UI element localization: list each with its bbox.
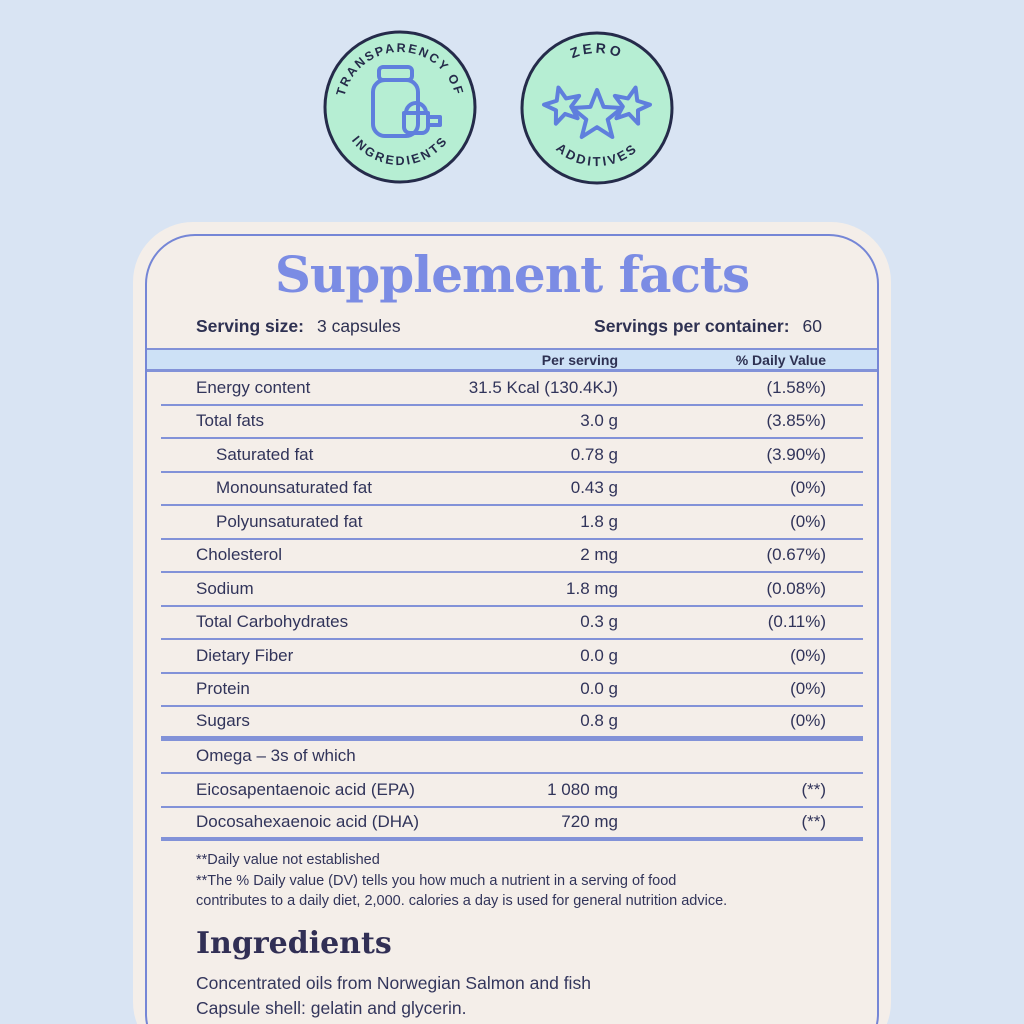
badge-zero-additives: ZERO ADDITIVES: [519, 30, 675, 186]
table-row-cholesterol: Cholesterol 2 mg (0.67%): [161, 540, 863, 573]
row-dv: (0%): [790, 645, 826, 665]
row-dv: (0%): [790, 511, 826, 531]
row-label: Omega – 3s of which: [196, 746, 356, 766]
row-amount: 0.0 g: [580, 679, 618, 699]
servings-per-container: Servings per container: 60: [594, 316, 822, 337]
row-amount: 720 mg: [561, 812, 618, 832]
row-dv: (0%): [790, 679, 826, 699]
row-amount: 0.43 g: [570, 478, 618, 498]
row-dv: (**): [801, 779, 826, 799]
header-daily-value: % Daily Value: [735, 351, 826, 368]
serving-size-label: Serving size:: [196, 315, 304, 336]
row-amount: 1.8 g: [580, 511, 618, 531]
supplement-jar-scoop-icon: [371, 65, 442, 138]
table-row-total-fats: Total fats 3.0 g (3.85%): [161, 406, 863, 439]
row-amount: 31.5 Kcal (130.4KJ): [468, 377, 618, 397]
row-label: Total Carbohydrates: [196, 612, 349, 632]
row-dv: (1.58%): [766, 377, 826, 397]
row-amount: 1.8 mg: [566, 578, 618, 598]
footnote-line: **The % Daily value (DV) tells you how m…: [196, 872, 677, 889]
ingredients-line: Concentrated oils from Norwegian Salmon …: [196, 972, 591, 993]
footnote-line: **Daily value not established: [196, 852, 380, 868]
row-label: Saturated fat: [216, 444, 314, 464]
table-row-sugars: Sugars 0.8 g (0%): [161, 707, 863, 741]
badge-transparency-svg: TRANSPARENCY OF INGREDIENTS: [323, 30, 477, 184]
table-row-polyunsaturated-fat: Polyunsaturated fat 1.8 g (0%): [161, 506, 863, 540]
supplement-facts-card: Supplement facts Serving size: 3 capsules…: [133, 222, 891, 1024]
row-dv: (0.08%): [766, 578, 826, 598]
row-dv: (0%): [790, 711, 826, 731]
row-amount: 0.8 g: [580, 711, 618, 731]
row-label: Total fats: [196, 411, 265, 431]
serving-size-value: 3 capsules: [316, 315, 401, 336]
badge-circle: [520, 31, 674, 185]
table-row-monounsaturated-fat: Monounsaturated fat 0.43 g (0%): [161, 473, 863, 506]
table-row-epa: Eicosapentaenoic acid (EPA) 1 080 mg (**…: [161, 774, 863, 808]
table-row-saturated-fat: Saturated fat 0.78 g (3.90%): [161, 439, 863, 473]
ingredients-heading: Ingredients: [196, 925, 392, 961]
row-amount: 0.3 g: [580, 612, 618, 632]
serving-info-row: Serving size: 3 capsules Servings per con…: [147, 314, 877, 338]
row-label: Eicosapentaenoic acid (EPA): [196, 779, 415, 799]
row-label: Sodium: [196, 578, 254, 598]
row-dv: (0.67%): [766, 545, 826, 565]
row-dv: (3.85%): [766, 411, 826, 431]
row-label: Docosahexaenoic acid (DHA): [196, 812, 419, 832]
nutrient-table: Energy content 31.5 Kcal (130.4KJ) (1.58…: [161, 372, 863, 841]
row-amount: 3.0 g: [580, 411, 618, 431]
table-row-total-carbohydrates: Total Carbohydrates 0.3 g (0.11%): [161, 607, 863, 640]
header-per-serving: Per serving: [541, 351, 618, 368]
row-dv: (0%): [790, 478, 826, 498]
row-dv: (**): [801, 812, 826, 832]
serving-size: Serving size: 3 capsules: [196, 316, 401, 337]
table-row-dietary-fiber: Dietary Fiber 0.0 g (0%): [161, 640, 863, 674]
row-label: Cholesterol: [196, 545, 282, 565]
supplement-facts-panel: Supplement facts Serving size: 3 capsules…: [145, 234, 879, 1024]
row-amount: 0.78 g: [570, 444, 618, 464]
row-dv: (3.90%): [766, 444, 826, 464]
table-row-protein: Protein 0.0 g (0%): [161, 674, 863, 707]
footnotes: **Daily value not established **The % Da…: [161, 850, 863, 912]
row-label: Dietary Fiber: [196, 645, 294, 665]
badge-circle: [323, 30, 477, 184]
ingredients-body: Concentrated oils from Norwegian Salmon …: [196, 971, 863, 1021]
badge-transparency: TRANSPARENCY OF INGREDIENTS: [322, 29, 478, 185]
badge-zero-additives-svg: ZERO ADDITIVES: [520, 31, 674, 185]
servings-per-container-value: 60: [802, 315, 822, 336]
table-header: Per serving % Daily Value: [147, 348, 877, 372]
row-label: Polyunsaturated fat: [216, 511, 363, 531]
row-label: Protein: [196, 679, 250, 699]
footnote-line: contributes to a daily diet, 2,000. calo…: [196, 893, 728, 909]
table-row-sodium: Sodium 1.8 mg (0.08%): [161, 573, 863, 607]
servings-per-container-label: Servings per container:: [594, 315, 790, 336]
row-label: Energy content: [196, 377, 311, 397]
table-row-omega3-heading: Omega – 3s of which: [161, 741, 863, 774]
row-amount: 2 mg: [580, 545, 618, 565]
row-label: Sugars: [196, 711, 250, 731]
row-amount: 0.0 g: [580, 645, 618, 665]
panel-title: Supplement facts: [274, 245, 750, 304]
table-row-energy: Energy content 31.5 Kcal (130.4KJ) (1.58…: [161, 372, 863, 406]
ingredients-line: Capsule shell: gelatin and glycerin.: [196, 997, 467, 1018]
three-stars-icon: [542, 85, 652, 139]
table-row-dha: Docosahexaenoic acid (DHA) 720 mg (**): [161, 808, 863, 841]
row-amount: 1 080 mg: [547, 779, 618, 799]
row-dv: (0.11%): [767, 612, 826, 632]
row-label: Monounsaturated fat: [216, 478, 372, 498]
